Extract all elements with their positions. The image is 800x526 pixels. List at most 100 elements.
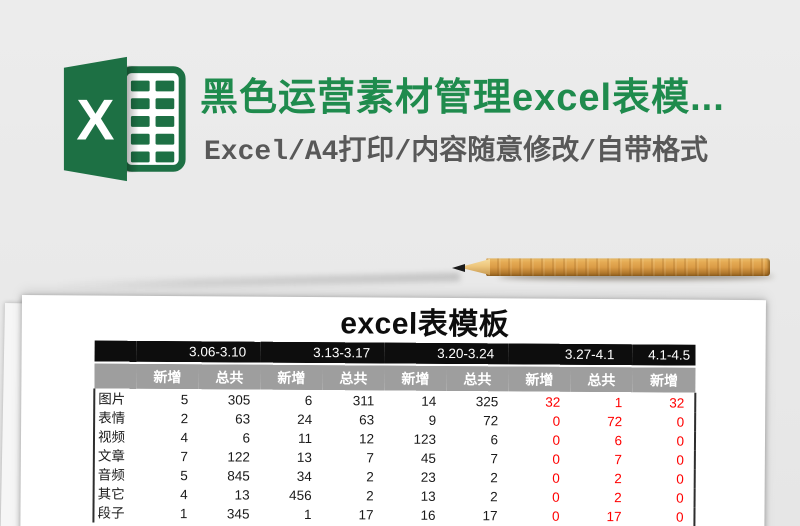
- value-cell: 122: [197, 447, 260, 467]
- value-cell: 2: [321, 467, 384, 487]
- value-cell: 0: [631, 431, 696, 451]
- table-body: 图片 5 305 6 311 14 325 32 1 32 表情 2 63 24 63 9 72 0 72 0 视频 4 6…: [93, 389, 696, 526]
- sub-header-cell: 总共: [570, 365, 633, 393]
- value-cell: 0: [507, 468, 570, 488]
- value-cell: 11: [259, 428, 323, 449]
- value-cell: 24: [260, 409, 323, 430]
- date-range-header: 3.20-3.24: [384, 342, 509, 366]
- value-cell: 4: [135, 427, 199, 448]
- sub-header-cell: 总共: [198, 363, 261, 391]
- row-label: 段子: [93, 503, 136, 523]
- table-header: 3.06-3.10 3.13-3.17 3.20-3.24 3.27-4.1 4.1-4…: [94, 340, 696, 394]
- value-cell: 0: [631, 469, 695, 489]
- sheet-title: excel表模板: [340, 307, 510, 342]
- value-cell: 0: [508, 411, 571, 431]
- value-cell: 0: [631, 507, 695, 526]
- value-cell: 6: [260, 390, 323, 411]
- value-cell: 0: [632, 412, 696, 432]
- sub-header-cell: 新增: [632, 366, 696, 394]
- value-cell: 72: [446, 410, 509, 431]
- row-label: 表情: [94, 408, 137, 428]
- sub-header-cell: 总共: [446, 364, 509, 392]
- value-cell: 32: [508, 391, 571, 412]
- value-cell: 6: [445, 429, 509, 450]
- value-cell: 13: [197, 485, 260, 505]
- value-cell: 0: [631, 450, 695, 470]
- value-cell: 0: [631, 488, 695, 508]
- value-cell: 17: [569, 506, 632, 526]
- date-range-header: 3.27-4.1: [508, 343, 633, 367]
- value-cell: 6: [197, 428, 261, 448]
- value-cell: 0: [507, 449, 570, 469]
- value-cell: 2: [445, 486, 508, 507]
- value-cell: 305: [198, 389, 261, 410]
- value-cell: 123: [383, 429, 447, 449]
- corner-cell: [94, 362, 137, 390]
- sub-header-row: 新增 总共 新增 总共 新增 总共 新增 总共 新增: [94, 362, 696, 394]
- value-cell: 16: [383, 505, 446, 525]
- value-cell: 2: [136, 408, 199, 429]
- value-cell: 23: [383, 467, 446, 487]
- value-cell: 7: [569, 449, 632, 470]
- row-label: 音频: [93, 465, 136, 485]
- spreadsheet-paper: excel表模板 3.06-3.10 3.13-3.17 3.20-3.24 3.27…: [20, 295, 766, 526]
- value-cell: 9: [384, 410, 447, 430]
- value-cell: 5: [136, 389, 199, 410]
- value-cell: 13: [259, 447, 322, 468]
- value-cell: 325: [446, 391, 509, 412]
- paper-shadow: [54, 272, 461, 291]
- sub-header-cell: 新增: [260, 363, 323, 391]
- date-range-header: 4.1-4.5: [632, 344, 696, 367]
- value-cell: 63: [322, 410, 385, 430]
- table-row: 段子 1 345 1 17 16 17 0 17 0: [93, 503, 695, 526]
- value-cell: 7: [321, 448, 384, 468]
- excel-logo-icon: X: [63, 56, 186, 182]
- corner-cell: [94, 340, 137, 363]
- sub-header-cell: 新增: [508, 365, 571, 393]
- value-cell: 456: [259, 485, 322, 506]
- date-range-header: 3.06-3.10: [136, 340, 261, 364]
- data-table: 3.06-3.10 3.13-3.17 3.20-3.24 3.27-4.1 4.1-4…: [92, 340, 696, 526]
- value-cell: 72: [570, 411, 633, 432]
- value-cell: 17: [445, 505, 508, 526]
- value-cell: 6: [569, 430, 633, 451]
- value-cell: 2: [569, 487, 632, 508]
- value-cell: 34: [259, 466, 322, 487]
- value-cell: 1: [135, 503, 198, 524]
- template-subtitle: Excel/A4打印/内容随意修改/自带格式: [204, 137, 709, 168]
- value-cell: 0: [507, 430, 571, 450]
- value-cell: 7: [135, 446, 198, 467]
- value-cell: 345: [197, 504, 260, 524]
- value-cell: 4: [135, 484, 198, 505]
- value-cell: 5: [135, 465, 198, 486]
- sub-header-cell: 新增: [384, 364, 447, 392]
- sub-header-cell: 新增: [136, 362, 199, 390]
- value-cell: 63: [198, 409, 261, 429]
- value-cell: 14: [384, 391, 447, 411]
- value-cell: 17: [321, 505, 384, 525]
- value-cell: 13: [383, 486, 446, 506]
- pencil-image: [452, 256, 774, 280]
- row-label: 视频: [93, 427, 137, 447]
- value-cell: 1: [570, 392, 633, 413]
- value-cell: 311: [322, 390, 385, 411]
- value-cell: 7: [445, 448, 508, 469]
- value-cell: 32: [632, 392, 696, 413]
- value-cell: 0: [507, 506, 570, 526]
- row-label: 图片: [94, 389, 137, 409]
- value-cell: 1: [259, 504, 322, 525]
- pencil-lead-tip: [452, 264, 465, 272]
- pencil-body: [486, 258, 770, 276]
- value-cell: 2: [321, 486, 384, 506]
- value-cell: 0: [507, 487, 570, 507]
- template-title: 黑色运营素材管理excel表模...: [200, 77, 725, 119]
- value-cell: 845: [197, 466, 260, 486]
- row-label: 文章: [93, 446, 136, 466]
- value-cell: 12: [321, 429, 385, 449]
- value-cell: 2: [569, 468, 632, 489]
- value-cell: 45: [383, 448, 446, 468]
- row-label: 其它: [93, 484, 136, 504]
- pencil-shadow: [498, 273, 774, 280]
- value-cell: 2: [445, 467, 508, 488]
